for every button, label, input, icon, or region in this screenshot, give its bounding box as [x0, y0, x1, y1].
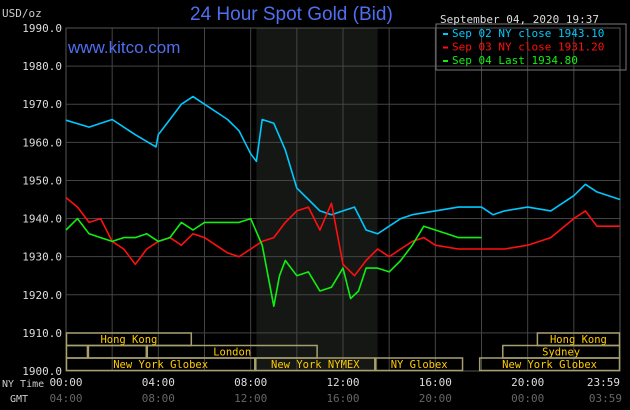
y-tick-label: 1940.0 — [22, 213, 62, 226]
x-tick-ny: 00:00 — [49, 376, 82, 389]
series-line — [65, 217, 482, 308]
chart-title: 24 Hour Spot Gold (Bid) — [190, 4, 393, 25]
session-label: New York Globex — [113, 359, 208, 371]
legend-box — [435, 23, 627, 71]
session-box — [87, 344, 148, 359]
legend-swatch — [443, 60, 448, 62]
y-axis-unit: USD/oz — [2, 7, 42, 20]
legend-swatch — [443, 46, 448, 49]
x-tick-gmt: 04:00 — [49, 392, 82, 405]
session-box — [375, 357, 464, 372]
y-tick-label: 1900.0 — [22, 365, 62, 378]
x-tick-gmt: 16:00 — [326, 392, 359, 405]
series-line — [65, 196, 620, 277]
x-axis-label-gmt: GMT — [10, 394, 28, 405]
y-tick-label: 1980.0 — [22, 60, 62, 73]
session-box — [65, 344, 89, 359]
x-tick-gmt: 12:00 — [234, 392, 267, 405]
session-label: NY Globex — [391, 359, 448, 371]
y-tick-label: 1990.0 — [22, 22, 62, 35]
legend-entry: Sep 02 NY close 1943.10 — [452, 27, 604, 40]
watermark: www.kitco.com — [68, 38, 181, 57]
session-box — [478, 357, 621, 372]
session-label: New York Globex — [502, 359, 597, 371]
session-label: New York NYMEX — [271, 359, 360, 371]
session-label: Sydney — [542, 347, 580, 359]
x-axis-label-ny: NY Time — [2, 379, 44, 390]
session-label: London — [213, 347, 251, 359]
x-tick-gmt: 20:00 — [419, 392, 452, 405]
y-tick-label: 1910.0 — [22, 327, 62, 340]
y-tick-label: 1950.0 — [22, 174, 62, 187]
x-tick-gmt: 03:59 — [589, 392, 622, 405]
x-tick-gmt: 08:00 — [142, 392, 175, 405]
timestamp: September 04, 2020 19:37 — [440, 13, 599, 26]
session-box — [255, 357, 376, 372]
y-tick-label: 1930.0 — [22, 251, 62, 264]
x-tick-gmt: 00:00 — [511, 392, 544, 405]
x-tick-ny: 16:00 — [419, 376, 452, 389]
x-tick-ny: 23:59 — [587, 376, 620, 389]
x-tick-ny: 20:00 — [511, 376, 544, 389]
shaded-session — [256, 28, 378, 371]
legend-entry: Sep 03 NY close 1931.20 — [452, 41, 604, 54]
legend-entry: Sep 04 Last 1934.80 — [452, 54, 578, 67]
session-label: Hong Kong — [550, 334, 607, 346]
x-tick-ny: 08:00 — [234, 376, 267, 389]
session-box — [65, 357, 256, 372]
legend-swatch — [443, 33, 448, 35]
y-tick-label: 1970.0 — [22, 98, 62, 111]
x-tick-ny: 12:00 — [326, 376, 359, 389]
x-tick-ny: 04:00 — [142, 376, 175, 389]
y-tick-label: 1960.0 — [22, 136, 62, 149]
series-line — [65, 95, 621, 235]
y-tick-label: 1920.0 — [22, 289, 62, 302]
session-label: Hong Kong — [100, 334, 157, 346]
